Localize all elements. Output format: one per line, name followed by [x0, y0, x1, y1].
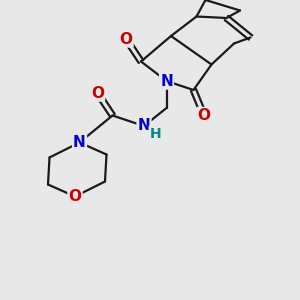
- Text: O: O: [91, 85, 104, 100]
- Text: N: N: [73, 135, 86, 150]
- Text: H: H: [150, 127, 161, 140]
- Text: N: N: [160, 74, 173, 88]
- Text: N: N: [138, 118, 150, 134]
- Text: O: O: [119, 32, 133, 46]
- Text: O: O: [68, 189, 82, 204]
- Text: O: O: [197, 108, 211, 123]
